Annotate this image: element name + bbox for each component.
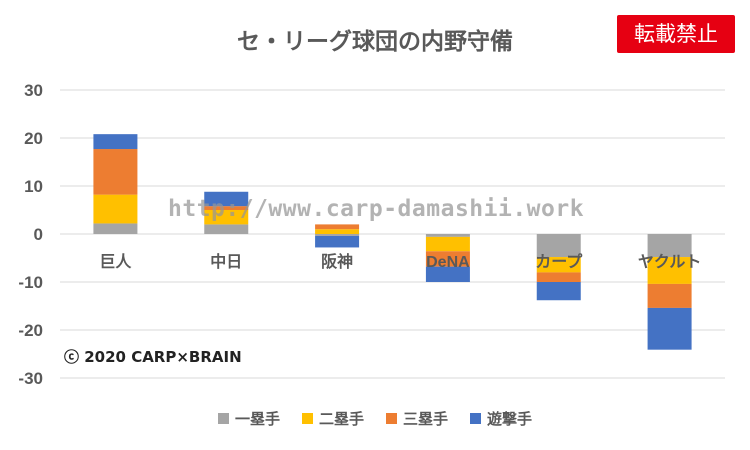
legend-label: 二塁手	[318, 410, 364, 428]
x-category-label: カープ	[535, 252, 583, 271]
bar-segment	[93, 134, 138, 150]
legend-item: 一塁手	[217, 408, 280, 429]
bar-segment	[93, 149, 138, 195]
bar-segment	[204, 191, 249, 207]
page-title: セ・リーグ球団の内野守備	[237, 29, 513, 55]
x-category-label: 阪神	[321, 252, 353, 271]
legend-swatch	[386, 413, 397, 424]
legend-swatch	[301, 413, 313, 424]
legend-swatch	[217, 413, 229, 424]
bar-segment	[536, 257, 581, 273]
x-category-label: DeNA	[426, 254, 470, 271]
legend-item: 二塁手	[301, 408, 364, 429]
bar-segment	[425, 266, 470, 282]
bar-segment	[204, 210, 249, 225]
x-category-label: 中日	[210, 252, 242, 271]
legend-item: 三塁手	[386, 408, 448, 429]
bar-segment	[204, 224, 249, 234]
bar-segment	[315, 235, 360, 248]
no-reprint-badge: 転載禁止	[617, 15, 735, 53]
legend-swatch	[470, 413, 482, 424]
legend-label: 一塁手	[234, 410, 280, 428]
bar-segment	[204, 206, 249, 210]
bar-segment	[647, 257, 692, 284]
bar-segment	[425, 234, 470, 237]
bar-segment	[647, 234, 692, 258]
bar-segment	[93, 194, 138, 224]
y-tick-label: -10	[18, 273, 43, 292]
bar-segment	[536, 234, 581, 258]
y-tick-label: -20	[18, 321, 43, 340]
y-tick-label: 10	[24, 177, 43, 196]
bar-segment	[647, 307, 692, 350]
bar-segment	[425, 236, 470, 252]
bar-segment	[93, 223, 138, 234]
x-category-label: 巨人	[99, 253, 132, 271]
bar-segment	[536, 282, 581, 301]
bar-segment	[647, 283, 692, 308]
bar-segment	[536, 272, 581, 282]
legend-label: 三塁手	[403, 410, 449, 428]
y-tick-label: 0	[34, 225, 43, 244]
copyright-text: ⓒ 2020 CARP×BRAIN	[64, 348, 242, 366]
bar-segment	[315, 224, 360, 230]
y-tick-label: 30	[24, 81, 43, 100]
watermark-url: http://www.carp-damashii.work	[168, 196, 585, 222]
chart-legend: 一塁手 二塁手 三塁手 遊撃手	[0, 408, 750, 429]
x-category-label: ヤクルト	[638, 253, 702, 271]
legend-label: 遊撃手	[487, 410, 533, 428]
y-tick-label: 20	[24, 129, 43, 148]
y-tick-label: -30	[18, 369, 43, 388]
bar-segment	[315, 234, 360, 236]
bar-segment	[425, 251, 470, 267]
legend-item: 遊撃手	[470, 408, 532, 429]
bar-segment	[315, 229, 360, 234]
